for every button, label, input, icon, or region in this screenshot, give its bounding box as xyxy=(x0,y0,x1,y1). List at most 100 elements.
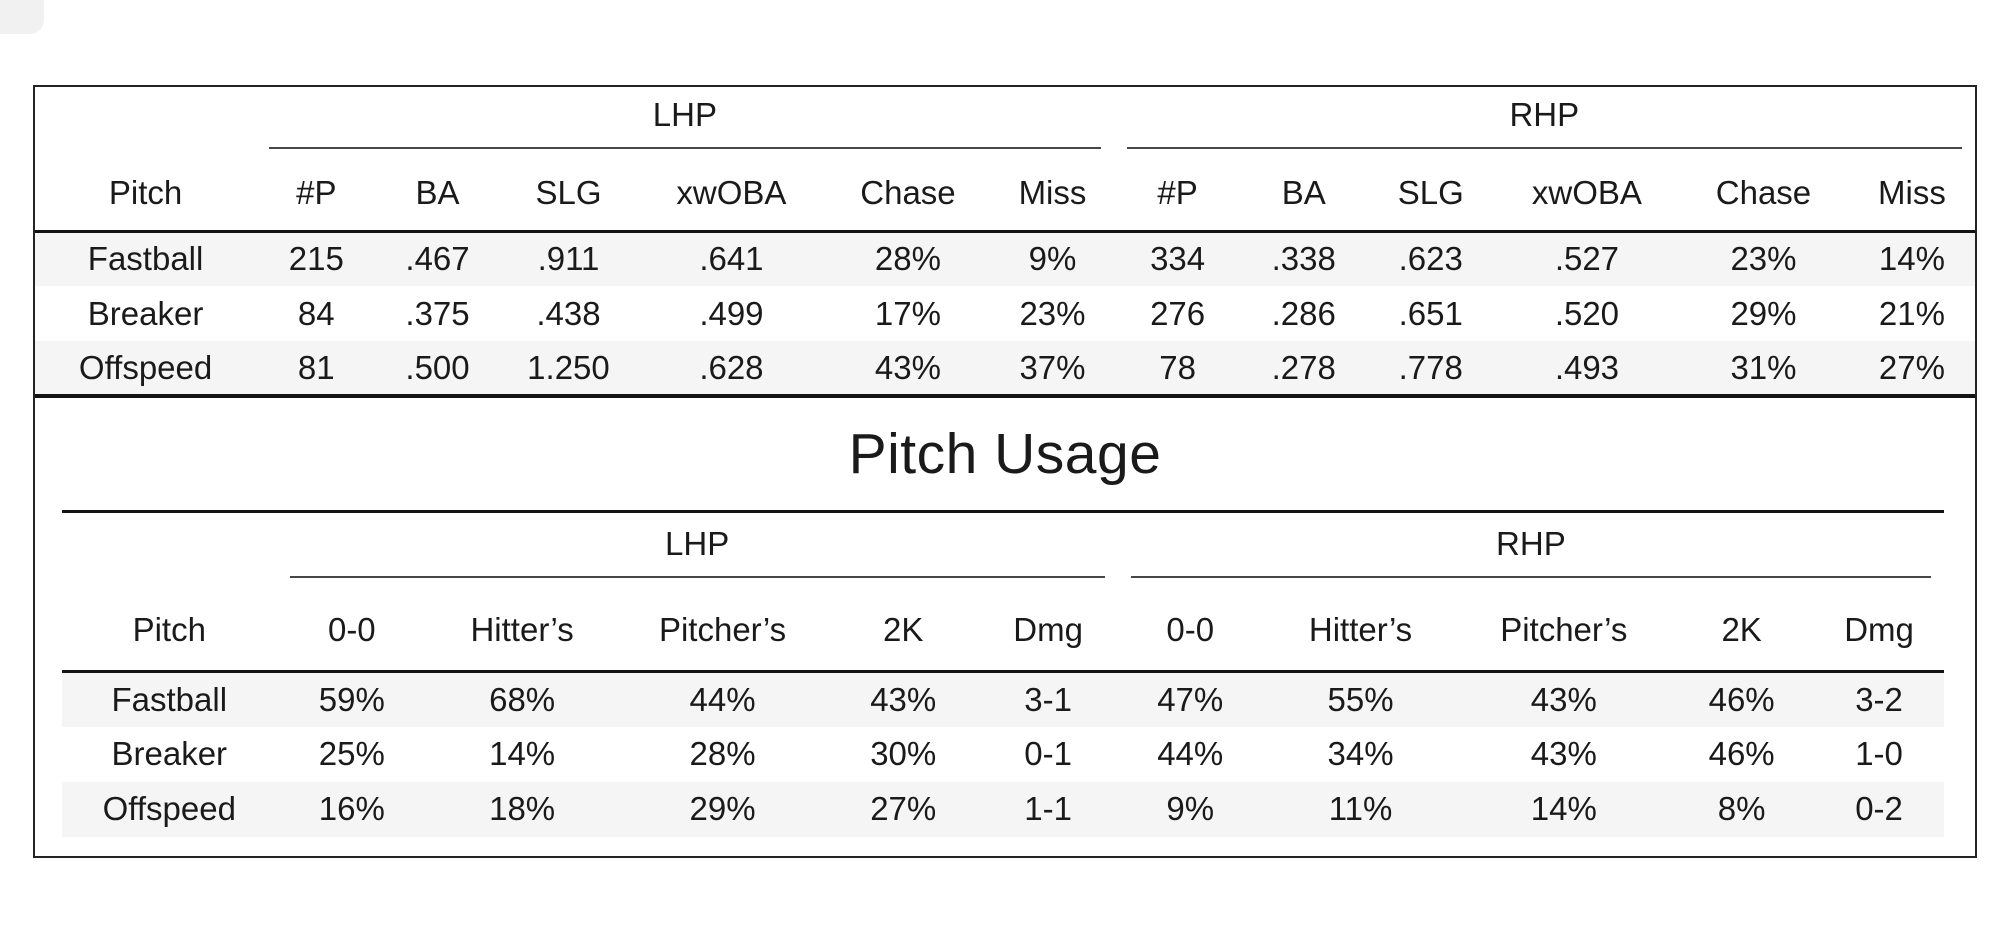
pitch-cell: Fastball xyxy=(87,240,204,278)
column-header: Chase xyxy=(824,157,992,233)
stat-cell: 30% xyxy=(870,735,937,772)
stat-cell: 34% xyxy=(1327,735,1394,772)
pitch-cell: Offspeed xyxy=(102,790,236,827)
stat-cell: 14% xyxy=(489,735,556,772)
column-header: xwOBA xyxy=(1495,157,1679,233)
stat-cell: 28% xyxy=(689,735,756,772)
pitch-cell: Fastball xyxy=(111,680,228,718)
column-header: 0-0 xyxy=(276,589,428,673)
stat-cell: 3-1 xyxy=(1024,680,1072,718)
stat-cell: 37% xyxy=(1019,348,1086,386)
usage-table: LHP RHP Pitch 0-0 Hitter’s Pitcher’s 2K … xyxy=(62,510,1944,837)
column-header-pitch: Pitch xyxy=(35,157,257,233)
stat-cell: 215 xyxy=(288,240,344,278)
stat-cell: .623 xyxy=(1398,240,1463,278)
column-header: Miss xyxy=(1848,157,1975,233)
column-header: 2K xyxy=(1669,589,1815,673)
stat-cell: .338 xyxy=(1271,240,1336,278)
stat-cell: .467 xyxy=(405,240,470,278)
table-row: Breaker 25% 14% 28% 30% 0-1 44% 34% 43% 46% 1-0 xyxy=(62,727,1944,782)
table-row: Offspeed 81 .500 1.250 .628 43% 37% 78 .278 .778.… xyxy=(35,341,1975,396)
pitch-cell: Breaker xyxy=(87,294,204,332)
table-row: Fastball 215 .467 .911 .641 28% 9% 334 .338 .623.… xyxy=(35,231,1975,286)
results-group-lhp: LHP xyxy=(256,87,1113,157)
stat-cell: 0-1 xyxy=(1024,735,1072,772)
stat-cell: .651 xyxy=(1398,294,1463,332)
column-header: 0-0 xyxy=(1117,589,1263,673)
usage-table-body: Fastball 59% 68% 44% 43% 3-1 47% 55% 43% 46% 3-2 Br… xyxy=(62,671,1944,837)
stat-cell: 27% xyxy=(870,790,937,827)
column-header: BA xyxy=(376,157,499,233)
group-header-lhp-label: LHP xyxy=(269,96,1101,149)
column-header: #P xyxy=(256,157,377,233)
column-header: xwOBA xyxy=(638,157,825,233)
stat-cell: .911 xyxy=(537,240,600,278)
stat-cell: .438 xyxy=(536,294,601,332)
stat-cell: .493 xyxy=(1554,348,1620,386)
stat-cell: 23% xyxy=(1019,294,1086,332)
stat-cell: .278 xyxy=(1271,348,1336,386)
pitch-usage-title: Pitch Usage xyxy=(848,422,1162,486)
column-header: BA xyxy=(1241,157,1366,233)
stat-cell: 44% xyxy=(1157,735,1224,772)
usage-column-header-row: Pitch 0-0 Hitter’s Pitcher’s 2K Dmg 0-0 … xyxy=(62,589,1944,673)
stat-cell: 16% xyxy=(318,790,385,827)
stat-cell: .499 xyxy=(699,294,764,332)
stat-cell: 21% xyxy=(1878,294,1945,332)
stat-cell: 14% xyxy=(1878,240,1945,278)
corner-artifact xyxy=(0,0,44,34)
stat-cell: 276 xyxy=(1150,294,1206,332)
stat-cell: 29% xyxy=(1730,294,1797,332)
stat-cell: 46% xyxy=(1708,735,1775,772)
stat-cell: 14% xyxy=(1530,790,1597,827)
column-header: Chase xyxy=(1678,157,1849,233)
stat-cell: 68% xyxy=(489,680,556,718)
spacer-cell xyxy=(62,512,277,590)
stat-cell: 9% xyxy=(1166,790,1215,827)
pitch-stats-card: LHP RHP Pitch #P BA SLG xwOBA Chase Miss… xyxy=(33,85,1977,858)
column-header: #P xyxy=(1113,157,1242,233)
stat-cell: .500 xyxy=(405,348,470,386)
stat-cell: 55% xyxy=(1327,680,1394,718)
results-column-header-row: Pitch #P BA SLG xwOBA Chase Miss #P BA S… xyxy=(35,157,1975,233)
table-row: Breaker 84 .375 .438 .499 17% 23% 276 .286 .651 .5… xyxy=(35,286,1975,341)
results-group-rhp: RHP xyxy=(1114,87,1975,157)
group-header-lhp-label: LHP xyxy=(289,525,1105,578)
table-row: Fastball 59% 68% 44% 43% 3-1 47% 55% 43% 46% 3-2 xyxy=(62,671,1944,727)
results-table-body: Fastball 215 .467 .911 .641 28% 9% 334 .338 .623.… xyxy=(35,231,1975,396)
stat-cell: .778 xyxy=(1398,348,1463,386)
stat-cell: 25% xyxy=(318,735,385,772)
stat-cell: .628 xyxy=(699,348,764,386)
stat-cell: 43% xyxy=(1530,735,1597,772)
column-header: 2K xyxy=(827,589,979,673)
stat-cell: 11% xyxy=(1328,790,1393,827)
results-table: LHP RHP Pitch #P BA SLG xwOBA Chase Miss… xyxy=(35,87,1975,398)
stat-cell: .527 xyxy=(1554,240,1620,278)
group-header-rhp-label: RHP xyxy=(1130,525,1931,578)
column-header: Pitcher’s xyxy=(1458,589,1670,673)
stat-cell: 81 xyxy=(297,348,335,386)
usage-group-header-row: LHP RHP xyxy=(62,512,1944,590)
stat-cell: 23% xyxy=(1730,240,1797,278)
stat-cell: 1-1 xyxy=(1024,790,1072,827)
usage-group-rhp: RHP xyxy=(1118,512,1944,590)
stat-cell: 17% xyxy=(874,294,941,332)
stat-cell: 43% xyxy=(1530,680,1597,718)
stat-cell: 1-0 xyxy=(1855,735,1903,772)
stat-cell: .286 xyxy=(1271,294,1336,332)
stat-cell: 1.250 xyxy=(527,348,610,386)
stat-cell: 8% xyxy=(1717,790,1766,827)
stat-cell: 46% xyxy=(1708,680,1775,718)
stat-cell: 59% xyxy=(318,680,385,718)
column-header: Hitter’s xyxy=(427,589,618,673)
pitch-cell: Offspeed xyxy=(78,348,213,386)
column-header: SLG xyxy=(1365,157,1496,233)
stat-cell: 43% xyxy=(870,680,937,718)
stat-cell: .641 xyxy=(699,240,764,278)
stat-cell: 27% xyxy=(1878,348,1945,386)
stat-cell: 43% xyxy=(874,348,941,386)
column-header: SLG xyxy=(498,157,639,233)
spacer-cell xyxy=(35,87,256,157)
column-header: Hitter’s xyxy=(1262,589,1459,673)
table-row: Offspeed 16% 18% 29% 27% 1-1 9% 11% 14% 8% 0-2 xyxy=(62,781,1944,837)
